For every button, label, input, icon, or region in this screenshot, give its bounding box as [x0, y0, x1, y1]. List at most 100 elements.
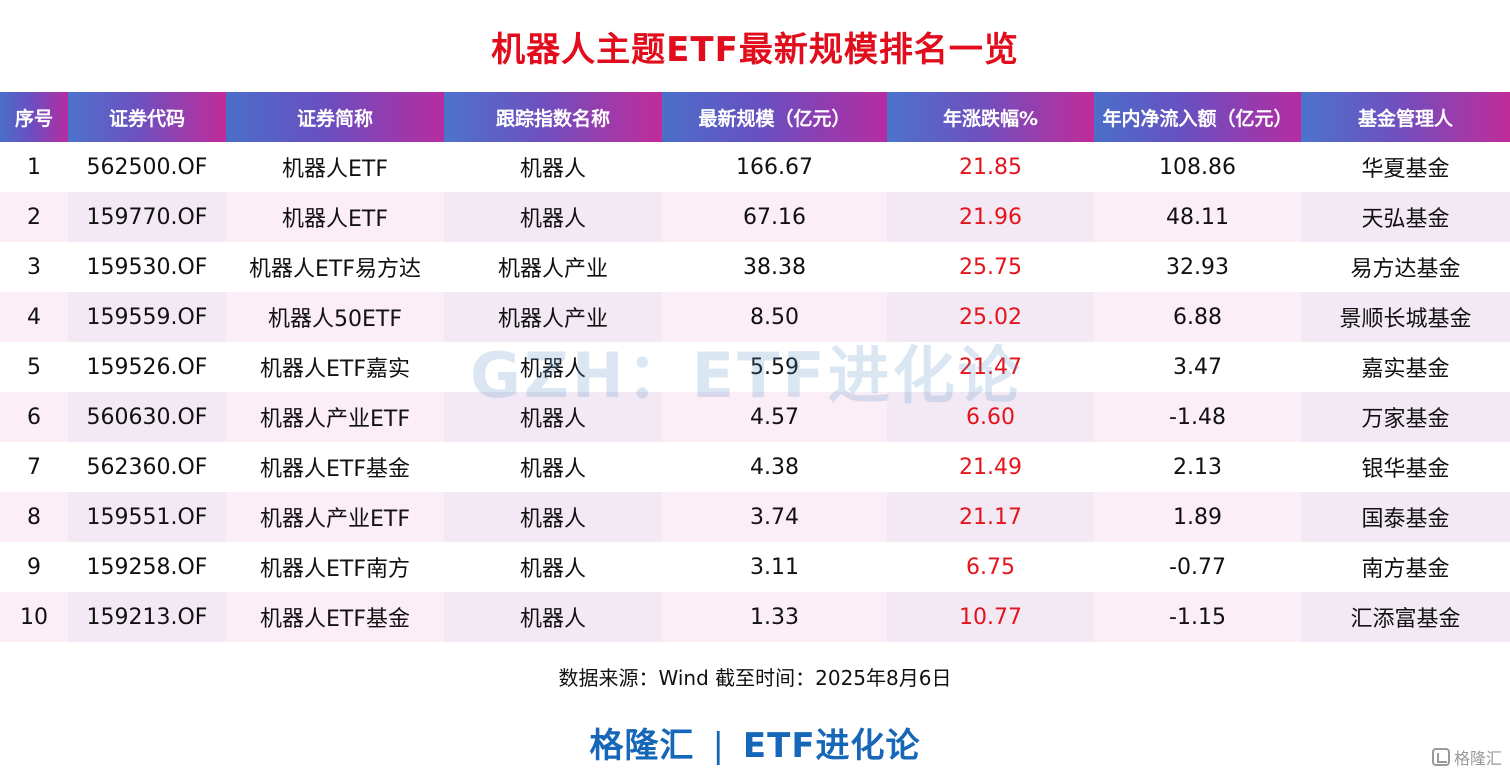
- cell-name: 机器人ETF基金: [226, 442, 444, 492]
- cell-rank: 6: [0, 392, 68, 442]
- cell-code: 159530.OF: [68, 242, 226, 292]
- cell-name: 机器人ETF: [226, 192, 444, 242]
- cell-code: 159526.OF: [68, 342, 226, 392]
- cell-index: 机器人: [444, 192, 662, 242]
- cell-change: 25.75: [887, 242, 1094, 292]
- cell-manager: 易方达基金: [1301, 242, 1510, 292]
- cell-rank: 3: [0, 242, 68, 292]
- cell-manager: 国泰基金: [1301, 492, 1510, 542]
- table-row: 5 159526.OF 机器人ETF嘉实 机器人 5.59 21.47 3.47 嘉实基金: [0, 342, 1510, 392]
- page-title: 机器人主题ETF最新规模排名一览: [491, 30, 1019, 70]
- cell-change: 10.77: [887, 592, 1094, 642]
- cell-rank: 1: [0, 142, 68, 192]
- cell-scale: 38.38: [662, 242, 887, 292]
- cell-change: 21.17: [887, 492, 1094, 542]
- data-source-note: 数据来源：Wind 截至时间：2025年8月6日: [558, 666, 952, 690]
- header-scale: 最新规模（亿元）: [662, 92, 887, 142]
- cell-rank: 4: [0, 292, 68, 342]
- cell-scale: 1.33: [662, 592, 887, 642]
- cell-inflow: 6.88: [1094, 292, 1301, 342]
- cell-change: 6.60: [887, 392, 1094, 442]
- cell-scale: 166.67: [662, 142, 887, 192]
- cell-change: 21.49: [887, 442, 1094, 492]
- cell-index: 机器人: [444, 392, 662, 442]
- cell-inflow: 2.13: [1094, 442, 1301, 492]
- cell-change: 21.85: [887, 142, 1094, 192]
- cell-manager: 银华基金: [1301, 442, 1510, 492]
- cell-inflow: -0.77: [1094, 542, 1301, 592]
- header-manager: 基金管理人: [1301, 92, 1510, 142]
- cell-inflow: -1.48: [1094, 392, 1301, 442]
- cell-name: 机器人ETF易方达: [226, 242, 444, 292]
- cell-name: 机器人ETF嘉实: [226, 342, 444, 392]
- cell-inflow: 3.47: [1094, 342, 1301, 392]
- header-change: 年涨跌幅%: [887, 92, 1094, 142]
- header-rank: 序号: [0, 92, 68, 142]
- cell-code: 159213.OF: [68, 592, 226, 642]
- footer-brand-left: 格隆汇: [589, 726, 695, 766]
- cell-scale: 67.16: [662, 192, 887, 242]
- table-row: 3 159530.OF 机器人ETF易方达 机器人产业 38.38 25.75 32.93 易…: [0, 242, 1510, 292]
- cell-index: 机器人产业: [444, 292, 662, 342]
- cell-name: 机器人50ETF: [226, 292, 444, 342]
- cell-scale: 4.57: [662, 392, 887, 442]
- cell-code: 159559.OF: [68, 292, 226, 342]
- cell-code: 560630.OF: [68, 392, 226, 442]
- cell-manager: 华夏基金: [1301, 142, 1510, 192]
- cell-name: 机器人ETF: [226, 142, 444, 192]
- cell-inflow: 48.11: [1094, 192, 1301, 242]
- table-row: 10 159213.OF 机器人ETF基金 机器人 1.33 10.77 -1.15 汇添富基…: [0, 592, 1510, 642]
- table-row: 8 159551.OF 机器人产业ETF 机器人 3.74 21.17 1.89 国泰基金: [0, 492, 1510, 542]
- cell-name: 机器人产业ETF: [226, 492, 444, 542]
- footer-brand-right: ETF进化论: [742, 726, 921, 766]
- cell-inflow: 32.93: [1094, 242, 1301, 292]
- cell-code: 159258.OF: [68, 542, 226, 592]
- cell-scale: 4.38: [662, 442, 887, 492]
- table-header-row: 序号 证券代码 证券简称 跟踪指数名称 最新规模（亿元） 年涨跌幅% 年内净流入…: [0, 92, 1510, 142]
- header-inflow: 年内净流入额（亿元）: [1094, 92, 1301, 142]
- brand-logo-icon: [1431, 748, 1450, 766]
- cell-manager: 天弘基金: [1301, 192, 1510, 242]
- cell-scale: 3.11: [662, 542, 887, 592]
- header-code: 证券代码: [68, 92, 226, 142]
- cell-rank: 8: [0, 492, 68, 542]
- cell-code: 562360.OF: [68, 442, 226, 492]
- cell-name: 机器人ETF南方: [226, 542, 444, 592]
- cell-inflow: 1.89: [1094, 492, 1301, 542]
- table-row: 4 159559.OF 机器人50ETF 机器人产业 8.50 25.02 6.88 景顺长城…: [0, 292, 1510, 342]
- table-row: 6 560630.OF 机器人产业ETF 机器人 4.57 6.60 -1.48 万家基金: [0, 392, 1510, 442]
- cell-inflow: 108.86: [1094, 142, 1301, 192]
- cell-rank: 10: [0, 592, 68, 642]
- etf-ranking-table: 序号 证券代码 证券简称 跟踪指数名称 最新规模（亿元） 年涨跌幅% 年内净流入…: [0, 92, 1510, 642]
- header-name: 证券简称: [226, 92, 444, 142]
- footer-separator: |: [712, 726, 725, 766]
- cell-manager: 南方基金: [1301, 542, 1510, 592]
- cell-change: 21.96: [887, 192, 1094, 242]
- table-row: 1 562500.OF 机器人ETF 机器人 166.67 21.85 108.86 华夏基金: [0, 142, 1510, 192]
- cell-index: 机器人: [444, 592, 662, 642]
- table-row: 2 159770.OF 机器人ETF 机器人 67.16 21.96 48.11 天弘基金: [0, 192, 1510, 242]
- cell-code: 159770.OF: [68, 192, 226, 242]
- cell-manager: 景顺长城基金: [1301, 292, 1510, 342]
- cell-index: 机器人: [444, 492, 662, 542]
- cell-rank: 5: [0, 342, 68, 392]
- cell-manager: 嘉实基金: [1301, 342, 1510, 392]
- cell-inflow: -1.15: [1094, 592, 1301, 642]
- cell-manager: 万家基金: [1301, 392, 1510, 442]
- cell-rank: 2: [0, 192, 68, 242]
- cell-scale: 3.74: [662, 492, 887, 542]
- cell-index: 机器人产业: [444, 242, 662, 292]
- corner-logo-text: 格隆汇: [1453, 749, 1502, 768]
- cell-name: 机器人产业ETF: [226, 392, 444, 442]
- cell-rank: 9: [0, 542, 68, 592]
- cell-index: 机器人: [444, 542, 662, 592]
- cell-rank: 7: [0, 442, 68, 492]
- cell-change: 25.02: [887, 292, 1094, 342]
- footer-brand: 格隆汇 | ETF进化论: [0, 718, 1510, 767]
- cell-scale: 5.59: [662, 342, 887, 392]
- header-index: 跟踪指数名称: [444, 92, 662, 142]
- cell-code: 562500.OF: [68, 142, 226, 192]
- table-row: 7 562360.OF 机器人ETF基金 机器人 4.38 21.49 2.13 银华基金: [0, 442, 1510, 492]
- cell-index: 机器人: [444, 142, 662, 192]
- cell-name: 机器人ETF基金: [226, 592, 444, 642]
